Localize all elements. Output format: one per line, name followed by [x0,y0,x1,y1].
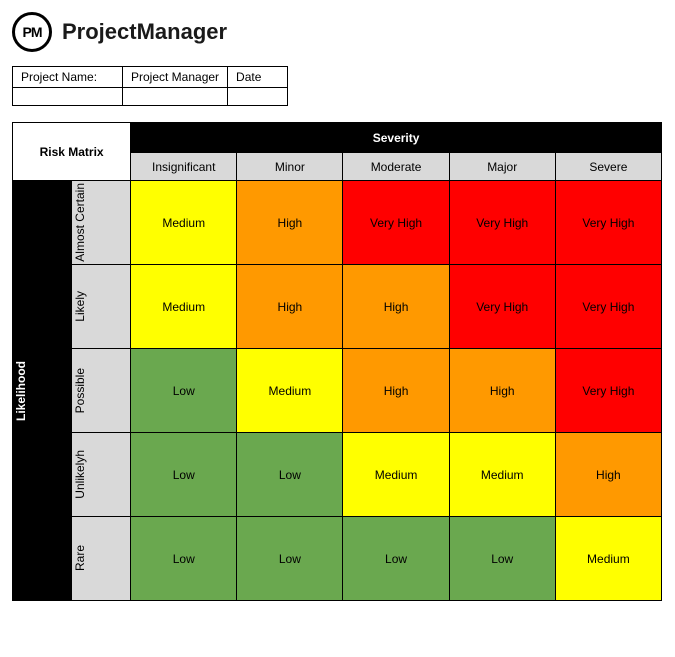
risk-cell: Very High [555,265,661,349]
risk-cell: Low [131,349,237,433]
severity-header: Insignificant [131,153,237,181]
brand-title: ProjectManager [62,19,227,45]
risk-cell: Medium [449,433,555,517]
project-meta-table: Project Name: Project Manager Date [12,66,288,106]
likelihood-header: Possible [72,349,131,433]
risk-cell: Very High [555,181,661,265]
matrix-corner-label: Risk Matrix [13,123,131,181]
project-manager-value[interactable] [123,88,228,106]
risk-cell: Very High [555,349,661,433]
risk-cell: High [343,349,449,433]
risk-cell: Low [131,433,237,517]
risk-cell: High [343,265,449,349]
project-manager-label: Project Manager [123,67,228,88]
risk-cell: Low [237,517,343,601]
severity-header: Minor [237,153,343,181]
severity-axis-title: Severity [131,123,662,153]
likelihood-header: Likely [72,265,131,349]
risk-cell: Medium [555,517,661,601]
brand-header: PM ProjectManager [12,12,663,52]
risk-cell: Low [343,517,449,601]
risk-cell: Low [449,517,555,601]
risk-cell: High [555,433,661,517]
likelihood-axis-title: Likelihood [13,181,72,601]
project-name-value[interactable] [13,88,123,106]
logo-icon: PM [12,12,52,52]
likelihood-header: Almost Certain [72,181,131,265]
severity-header: Major [449,153,555,181]
risk-matrix-table: Risk Matrix Severity Insignificant Minor… [12,122,662,601]
risk-cell: Very High [449,265,555,349]
date-value[interactable] [228,88,288,106]
risk-cell: Medium [237,349,343,433]
risk-cell: Medium [131,181,237,265]
project-name-label: Project Name: [13,67,123,88]
risk-cell: High [237,265,343,349]
risk-cell: Medium [343,433,449,517]
risk-cell: Very High [343,181,449,265]
severity-header: Severe [555,153,661,181]
likelihood-header: Rare [72,517,131,601]
likelihood-header: Unlikelyh [72,433,131,517]
risk-cell: High [237,181,343,265]
risk-cell: Low [131,517,237,601]
risk-cell: High [449,349,555,433]
severity-header: Moderate [343,153,449,181]
date-label: Date [228,67,288,88]
risk-cell: Low [237,433,343,517]
risk-cell: Medium [131,265,237,349]
risk-cell: Very High [449,181,555,265]
